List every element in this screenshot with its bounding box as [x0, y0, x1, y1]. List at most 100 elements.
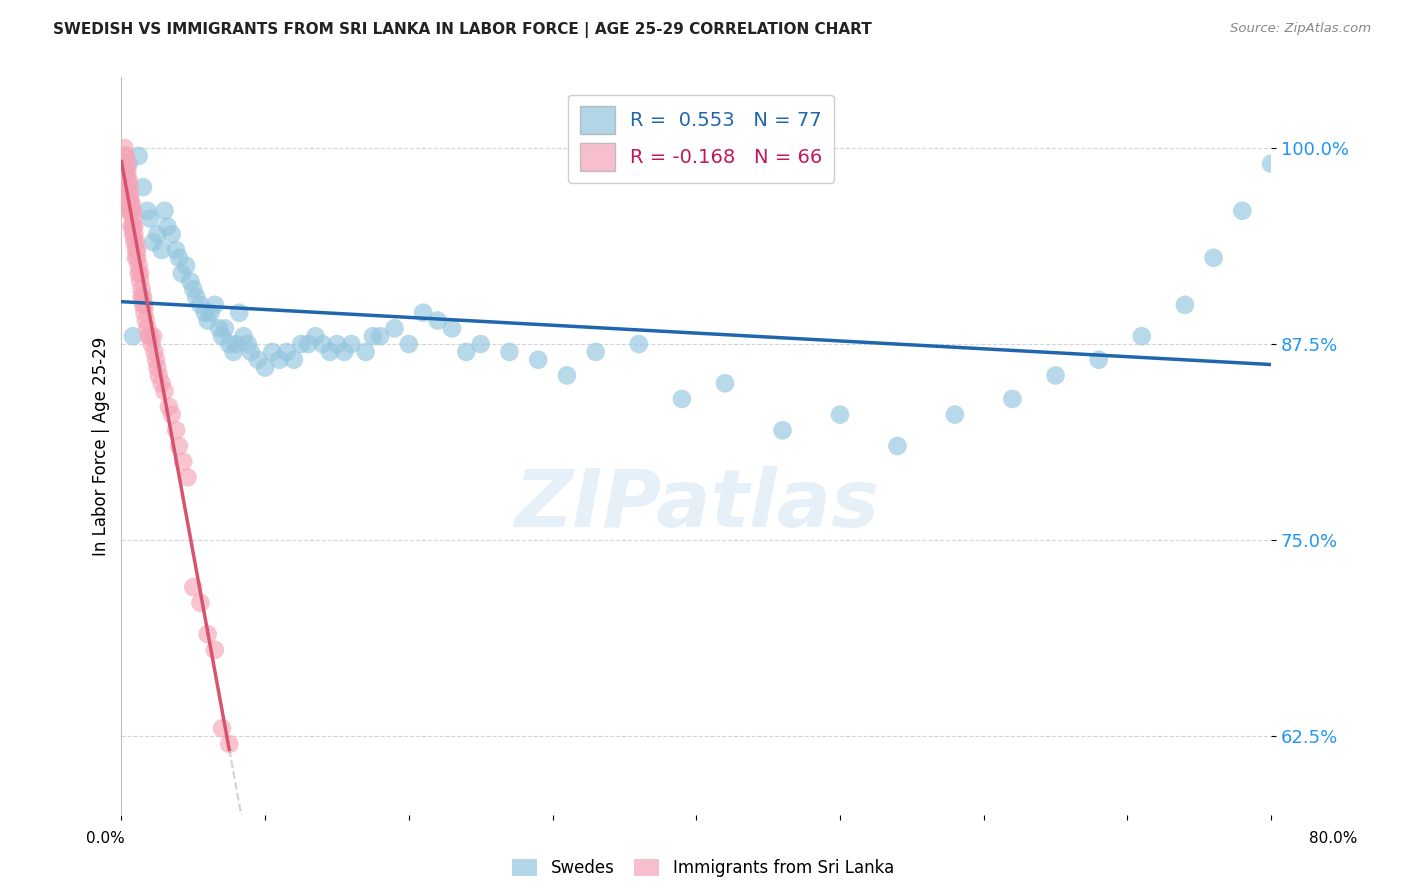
Point	[134, 298, 156, 312]
Point	[153, 384, 176, 398]
Point	[115, 172, 138, 186]
Point	[671, 392, 693, 406]
Point	[194, 306, 217, 320]
Point	[112, 149, 135, 163]
Point	[136, 203, 159, 218]
Point	[146, 360, 169, 375]
Point	[333, 345, 356, 359]
Point	[117, 195, 139, 210]
Point	[714, 376, 737, 391]
Point	[319, 345, 342, 359]
Legend: Swedes, Immigrants from Sri Lanka: Swedes, Immigrants from Sri Lanka	[505, 852, 901, 884]
Point	[290, 337, 312, 351]
Point	[627, 337, 650, 351]
Point	[208, 321, 231, 335]
Point	[181, 580, 204, 594]
Point	[254, 360, 277, 375]
Point	[138, 329, 160, 343]
Point	[122, 203, 145, 218]
Point	[181, 282, 204, 296]
Point	[498, 345, 520, 359]
Point	[426, 313, 449, 327]
Point	[186, 290, 208, 304]
Point	[555, 368, 578, 383]
Point	[167, 439, 190, 453]
Point	[197, 627, 219, 641]
Point	[125, 243, 148, 257]
Point	[150, 376, 173, 391]
Point	[115, 180, 138, 194]
Text: 0.0%: 0.0%	[86, 831, 125, 846]
Point	[131, 282, 153, 296]
Point	[239, 345, 262, 359]
Point	[120, 188, 142, 202]
Point	[1202, 251, 1225, 265]
Point	[170, 267, 193, 281]
Point	[211, 329, 233, 343]
Point	[132, 290, 155, 304]
Point	[142, 329, 165, 343]
Point	[124, 227, 146, 242]
Point	[828, 408, 851, 422]
Point	[1087, 352, 1109, 367]
Point	[117, 157, 139, 171]
Point	[139, 211, 162, 226]
Point	[326, 337, 349, 351]
Point	[160, 408, 183, 422]
Text: SWEDISH VS IMMIGRANTS FROM SRI LANKA IN LABOR FORCE | AGE 25-29 CORRELATION CHAR: SWEDISH VS IMMIGRANTS FROM SRI LANKA IN …	[53, 22, 872, 38]
Point	[122, 329, 145, 343]
Point	[146, 227, 169, 242]
Point	[190, 596, 212, 610]
Point	[127, 243, 149, 257]
Text: 80.0%: 80.0%	[1309, 831, 1357, 846]
Text: Source: ZipAtlas.com: Source: ZipAtlas.com	[1230, 22, 1371, 36]
Legend: R =  0.553   N = 77, R = -0.168   N = 66: R = 0.553 N = 77, R = -0.168 N = 66	[568, 95, 834, 183]
Y-axis label: In Labor Force | Age 25-29: In Labor Force | Age 25-29	[93, 336, 110, 556]
Point	[1260, 157, 1282, 171]
Point	[398, 337, 420, 351]
Point	[311, 337, 333, 351]
Point	[172, 455, 194, 469]
Point	[124, 235, 146, 249]
Point	[165, 423, 187, 437]
Point	[440, 321, 463, 335]
Point	[160, 227, 183, 242]
Point	[125, 235, 148, 249]
Point	[117, 188, 139, 202]
Point	[211, 721, 233, 735]
Point	[225, 337, 247, 351]
Point	[156, 219, 179, 234]
Point	[232, 329, 254, 343]
Point	[120, 180, 142, 194]
Point	[179, 274, 201, 288]
Point	[129, 274, 152, 288]
Point	[122, 219, 145, 234]
Point	[1130, 329, 1153, 343]
Point	[384, 321, 406, 335]
Point	[283, 352, 305, 367]
Point	[361, 329, 384, 343]
Point	[204, 643, 226, 657]
Point	[1001, 392, 1024, 406]
Point	[165, 243, 187, 257]
Point	[470, 337, 492, 351]
Point	[115, 157, 138, 171]
Point	[128, 149, 150, 163]
Point	[340, 337, 363, 351]
Point	[456, 345, 478, 359]
Point	[136, 321, 159, 335]
Point	[135, 313, 157, 327]
Point	[304, 329, 326, 343]
Point	[246, 352, 269, 367]
Point	[886, 439, 908, 453]
Point	[129, 267, 152, 281]
Point	[132, 180, 155, 194]
Point	[139, 329, 162, 343]
Point	[127, 251, 149, 265]
Point	[121, 195, 143, 210]
Point	[204, 298, 226, 312]
Point	[157, 400, 180, 414]
Point	[120, 195, 142, 210]
Point	[121, 203, 143, 218]
Point	[142, 235, 165, 249]
